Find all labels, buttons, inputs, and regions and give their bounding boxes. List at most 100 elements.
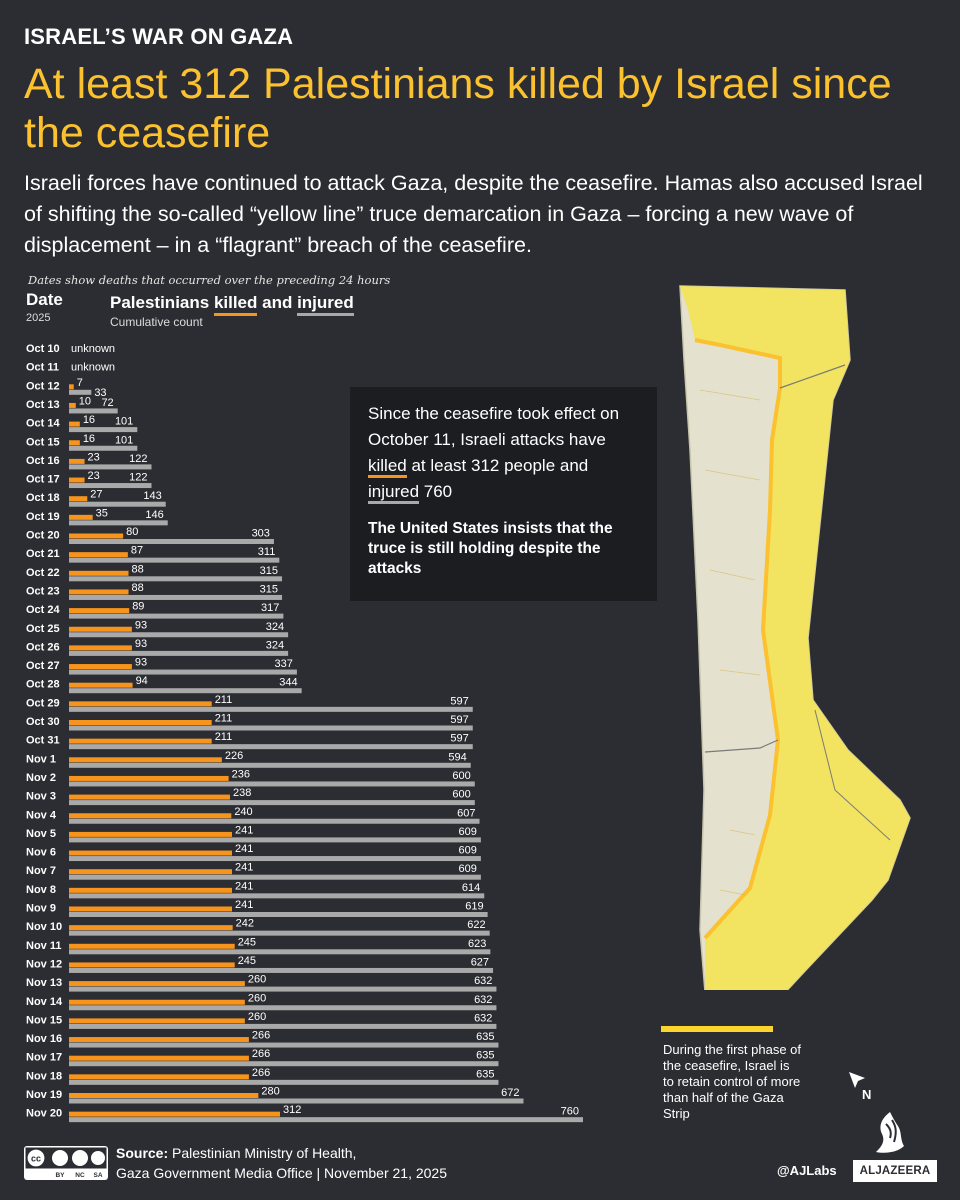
border-line-south: [704, 739, 779, 753]
killed-value-label: 260: [248, 1011, 266, 1023]
killed-bar: [69, 906, 232, 912]
injured-bar: [69, 744, 473, 750]
date-label: Oct 21: [26, 548, 60, 560]
date-label: Oct 19: [26, 511, 60, 523]
killed-value-label: 260: [248, 992, 266, 1004]
injured-value-label: 609: [459, 826, 477, 838]
injured-bar: [69, 818, 480, 824]
callout-text: Since the ceasefire took effect on Octob…: [368, 401, 639, 505]
killed-value-label: 88: [132, 582, 144, 594]
headline: At least 312 Palestinians killed by Isra…: [24, 60, 892, 157]
killed-bar: [69, 477, 85, 483]
killed-bar: [69, 402, 76, 408]
killed-bar: [69, 1111, 281, 1117]
svg-text:cc: cc: [31, 1154, 41, 1164]
injured-bar: [69, 501, 166, 507]
injured-bar: [69, 650, 289, 656]
date-label: Oct 25: [26, 623, 60, 635]
killed-bar: [69, 682, 133, 688]
killed-value-label: 312: [283, 1104, 301, 1116]
injured-value-label: 622: [467, 919, 485, 931]
injured-bar: [69, 389, 92, 395]
killed-value-label: 94: [136, 675, 148, 687]
killed-value-label: 240: [234, 806, 252, 818]
injured-value-label: 303: [252, 528, 270, 540]
callout-box: Since the ceasefire took effect on Octob…: [350, 387, 657, 601]
injured-value-label: 311: [258, 546, 276, 558]
injured-bar: [69, 520, 168, 526]
injured-bar: [69, 893, 485, 899]
injured-bar: [69, 632, 289, 638]
bar-chart: Oct 10 unknown Oct 11 unknown Oct 12 7 33 Oct 1…: [26, 343, 583, 1123]
date-label: Oct 17: [26, 474, 60, 486]
lede-paragraph: Israeli forces have continued to attack …: [24, 171, 923, 257]
injured-value-label: 324: [266, 621, 284, 633]
killed-bar: [69, 1093, 259, 1098]
injured-bar: [69, 1005, 497, 1011]
killed-bar: [69, 775, 229, 781]
unknown-label: unknown: [71, 362, 115, 374]
date-column-header: Date: [26, 290, 63, 309]
date-label: Nov 12: [26, 958, 62, 970]
israeli-controlled-zone: [680, 286, 910, 990]
killed-bar: [69, 1055, 249, 1061]
killed-bar: [69, 962, 235, 968]
injured-bar: [69, 483, 152, 489]
killed-bar: [69, 514, 93, 520]
callout-injured: injured: [368, 482, 420, 504]
injured-value-label: 635: [476, 1031, 494, 1043]
north-arrow-icon: N: [849, 1072, 871, 1102]
injured-value-label: 33: [94, 387, 106, 399]
injured-value-label: 607: [457, 807, 475, 819]
killed-bar: [69, 440, 80, 446]
killed-value-label: 35: [96, 507, 108, 519]
killed-bar: [69, 738, 212, 744]
killed-value-label: 16: [83, 414, 95, 426]
killed-value-label: 93: [135, 657, 147, 669]
map-legend-text: During the first phase of the ceasefire,…: [663, 1042, 802, 1121]
killed-value-label: 93: [135, 638, 147, 650]
callout-bold-text: The United States insists that the truce…: [368, 520, 613, 577]
callout-line-3: 760: [419, 482, 453, 501]
injured-bar: [69, 949, 491, 955]
injured-value-label: 600: [452, 789, 470, 801]
killed-bar: [69, 552, 128, 558]
date-label: Nov 7: [26, 865, 56, 877]
date-label: Nov 6: [26, 847, 56, 859]
injured-bar: [69, 688, 302, 694]
injured-bar: [69, 594, 283, 600]
injured-value-label: 122: [129, 472, 147, 484]
source-line-2: Gaza Government Media Office | November …: [116, 1165, 447, 1181]
killed-bar: [69, 981, 245, 987]
callout-line-1: Since the ceasefire took effect on Octob…: [368, 404, 620, 449]
date-label: Oct 31: [26, 735, 60, 747]
border-line-east: [814, 709, 891, 841]
killed-bar: [69, 570, 129, 576]
injured-value-label: 143: [143, 490, 161, 502]
injured-bar: [69, 427, 138, 433]
injured-bar: [69, 837, 481, 843]
date-label: Oct 20: [26, 530, 60, 542]
killed-bar: [69, 813, 232, 819]
injured-value-label: 619: [465, 901, 483, 913]
injured-bar: [69, 464, 152, 470]
killed-value-label: 27: [90, 489, 102, 501]
killed-bar: [69, 850, 232, 856]
date-label: Nov 3: [26, 791, 56, 803]
killed-value-label: 238: [233, 787, 251, 799]
killed-bar: [69, 626, 132, 632]
killed-value-label: 241: [235, 880, 253, 892]
injured-bar: [69, 781, 475, 787]
killed-bar: [69, 701, 212, 707]
injured-bar: [69, 912, 488, 917]
injured-value-label: 614: [462, 882, 480, 894]
date-label: Nov 20: [26, 1108, 62, 1120]
injured-bar: [69, 669, 297, 675]
date-label: Nov 17: [26, 1052, 62, 1064]
north-label: N: [862, 1087, 871, 1102]
yellow-line-key: [661, 1026, 773, 1032]
injured-value-label: 317: [261, 602, 279, 614]
injured-value-label: 760: [561, 1106, 579, 1118]
killed-bar: [69, 720, 212, 725]
injured-bar: [69, 1117, 583, 1123]
